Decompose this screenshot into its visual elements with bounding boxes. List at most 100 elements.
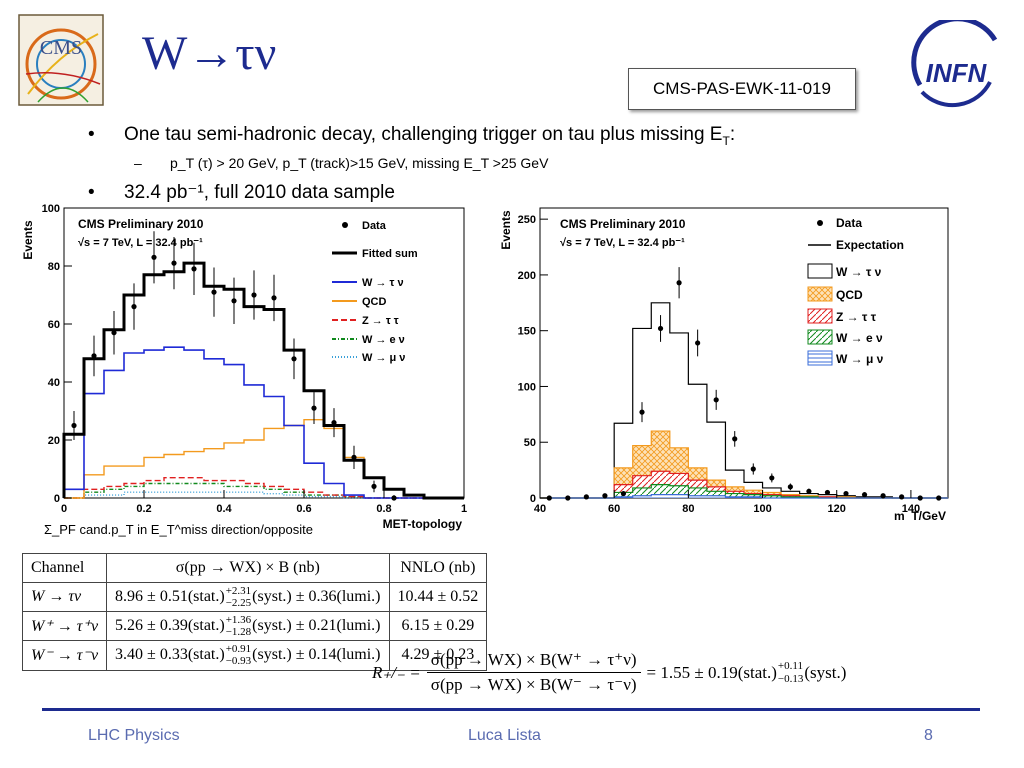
- ratio-fraction: σ(pp → WX) × B(W⁺ → τ⁺ν) σ(pp → WX) × B(…: [426, 650, 641, 695]
- sub-bullet-text: p_T (τ) > 20 GeV, p_T (track)>15 GeV, mi…: [170, 155, 549, 171]
- ratio-syst: +0.11 −0.13: [778, 660, 803, 684]
- y-tick-label: 100: [42, 203, 60, 215]
- data-point: [151, 254, 157, 260]
- infn-logo: INFN: [911, 20, 998, 108]
- xsec-cell: 8.96 ± 0.51(stat.) +2.31 −2.25 (syst.) ± 0.…: [106, 581, 390, 613]
- x-tick-label: 100: [753, 503, 771, 515]
- nnlo-cell: 10.44 ± 0.52: [388, 581, 488, 613]
- legend-marker: [807, 263, 833, 279]
- data-point: [171, 260, 177, 266]
- x-tick-label: 0: [61, 503, 67, 515]
- data-point: [211, 289, 217, 295]
- x-tick-label: 80: [682, 503, 694, 515]
- data-point: [769, 475, 775, 481]
- legend-marker: [817, 220, 823, 226]
- legend-qcd: QCD: [362, 296, 387, 308]
- legend-fitted: Fitted sum: [362, 248, 418, 260]
- data-point: [843, 490, 849, 497]
- transverse-mass-plot: 0 50 100 150 200 250 40 60 80 100 120 140 CMS Preli…: [499, 207, 949, 520]
- xsec-value: 3.40 ± 0.33(stat.): [115, 646, 225, 664]
- plot1-caption: Σ_PF cand.p_T in E_T^miss direction/oppo…: [44, 522, 313, 537]
- footer-divider: [42, 708, 980, 711]
- syst-error: +0.91 −0.93: [226, 643, 251, 667]
- plot2-xlabel: m_T/GeV: [894, 509, 946, 520]
- nnlo-cell: 4.29 ± 0.23: [388, 640, 488, 671]
- syst-down: −1.28: [225, 626, 252, 639]
- ratio-result: = 1.55 ± 0.19(stat.): [646, 662, 777, 682]
- data-point: [111, 330, 117, 336]
- cross-section-table: Channel σ(pp → WX) × B (nb) NNLO (nb) W …: [21, 553, 488, 671]
- data-point: [71, 422, 77, 429]
- footer-course: LHC Physics: [88, 727, 180, 744]
- xsec-value: 8.96 ± 0.51(stat.): [115, 587, 225, 605]
- ratio-denominator: σ(pp → WX) × B(W⁻ → τ⁻ν): [430, 675, 637, 694]
- bullet-text: One tau semi-hadronic decay, challenging…: [124, 124, 723, 145]
- xsec-rest: (syst.) ± 0.14(lumi.): [252, 646, 381, 664]
- legend-data: Data: [362, 220, 387, 232]
- bullet-trigger: • One tau semi-hadronic decay, challengin…: [88, 124, 736, 148]
- data-point: [565, 495, 571, 501]
- column-header: NNLO (nb): [388, 553, 488, 583]
- channel-cell: W → τν: [21, 581, 108, 613]
- x-tick-label: 140: [902, 503, 920, 515]
- plot2-ylabel: Events: [499, 210, 513, 250]
- subscript: T: [722, 133, 730, 148]
- data-point: [91, 353, 97, 359]
- x-tick-label: 120: [828, 503, 846, 515]
- data-point: [861, 492, 868, 498]
- bullet-text: 32.4 pb⁻¹, full 2010 data sample: [124, 182, 395, 203]
- plot1-xlabel: MET-topology: [383, 517, 463, 531]
- pas-reference-box: CMS-PAS-EWK-11-019: [628, 68, 856, 110]
- syst-up: +2.31: [225, 585, 252, 597]
- channel-cell: W⁻ → τ⁻ν: [21, 640, 108, 671]
- data-point: [331, 420, 337, 426]
- y-tick-label: 0: [54, 493, 60, 505]
- data-point: [311, 405, 317, 411]
- data-point: [787, 484, 793, 490]
- data-point: [291, 356, 297, 362]
- y-tick-label: 40: [48, 377, 60, 389]
- legend-marker: [807, 286, 833, 302]
- legend-w-tau: W → τ ν: [362, 277, 404, 289]
- data-point: [936, 495, 942, 501]
- plot2-title: CMS Preliminary 2010: [560, 217, 686, 231]
- syst-up: +1.36: [225, 614, 252, 627]
- data-point: [695, 340, 701, 346]
- legend-w-e: W → e ν: [836, 331, 883, 345]
- ratio-syst-label: (syst.): [804, 662, 847, 682]
- series-line: [64, 477, 464, 499]
- bullet-dataset: • 32.4 pb⁻¹, full 2010 data sample: [88, 182, 395, 203]
- plot2-legend: Data Expectation W → τ ν QCD Z → τ τ W →…: [807, 216, 904, 366]
- legend-marker: [342, 222, 348, 228]
- x-tick-label: 0.8: [376, 503, 391, 515]
- x-tick-label: 0.2: [136, 503, 151, 515]
- data-point: [231, 298, 237, 304]
- legend-expectation: Expectation: [836, 238, 904, 252]
- series-line: [63, 346, 464, 499]
- cms-logo: CMS: [18, 14, 104, 106]
- legend-z-tautau: Z → τ τ: [836, 310, 877, 324]
- data-point: [657, 325, 664, 332]
- table-header-row: Channel σ(pp → WX) × B (nb) NNLO (nb): [21, 553, 488, 583]
- x-tick-label: 60: [608, 503, 620, 515]
- legend-z-tautau: Z → τ τ: [362, 315, 399, 327]
- syst-up: +0.91: [225, 643, 252, 656]
- footer-author: Luca Lista: [468, 727, 541, 744]
- xsec-cell: 3.40 ± 0.33(stat.) +0.91 −0.93 (syst.) ± 0.…: [106, 640, 390, 671]
- data-point: [191, 266, 197, 272]
- data-point: [351, 454, 357, 460]
- data-point: [546, 495, 552, 501]
- plot1-legend: Data Fitted sum W → τ ν QCD Z → τ τ W → …: [332, 220, 418, 364]
- xsec-rest: (syst.) ± 0.36(lumi.): [252, 587, 381, 605]
- data-point: [713, 397, 719, 403]
- y-tick-label: 60: [48, 319, 60, 331]
- channel-cell: W⁺ → τ⁺ν: [21, 611, 108, 642]
- legend-w-tau: W → τ ν: [836, 265, 882, 279]
- legend-marker: [807, 308, 833, 324]
- data-point: [251, 292, 257, 298]
- table-row: W⁺ → τ⁺ν 5.26 ± 0.39(stat.) +1.36 −1.28 (sy…: [21, 611, 488, 642]
- legend-marker: [807, 329, 833, 345]
- xsec-cell: 5.26 ± 0.39(stat.) +1.36 −1.28 (syst.) ± 0.…: [106, 611, 390, 642]
- table-row: W⁻ → τ⁻ν 3.40 ± 0.33(stat.) +0.91 −0.93 (sy…: [21, 640, 488, 671]
- data-point: [620, 490, 627, 497]
